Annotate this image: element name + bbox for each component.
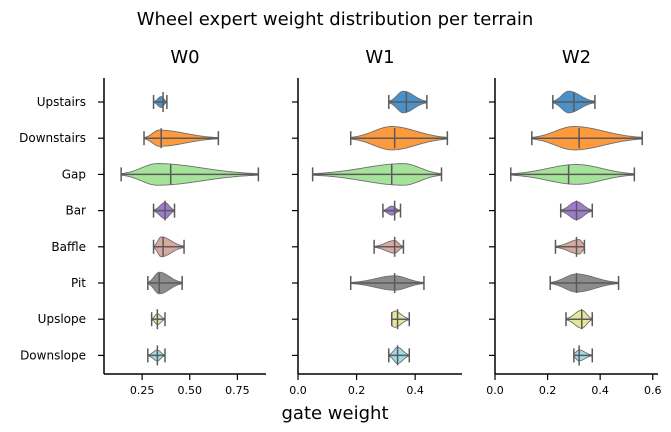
x-tick-label: 0.4 [591,384,609,397]
y-tick-label: Downstairs [19,131,86,145]
x-tick-label: 0.0 [486,384,504,397]
x-tick-label: 0.25 [130,384,155,397]
y-tick-label: Bar [65,204,86,218]
panel-title: W1 [365,47,394,68]
panel-w1: W1 0.0 0.2 0.4 [289,47,462,397]
chart-title: Wheel expert weight distribution per ter… [137,9,534,30]
x-axis-label: gate weight [282,403,389,424]
panels: W0 0.25 0.50 0.75 Upstairs Downstairs Gap Bar Ba… [19,47,661,397]
x-tick-label: 0.75 [225,384,250,397]
x-tick-label: 0.6 [644,384,662,397]
x-tick-label: 0.2 [348,384,366,397]
x-tick-label: 0.2 [539,384,557,397]
x-tick-label: 0.4 [406,384,424,397]
y-tick-label: Upstairs [37,95,86,109]
y-tick-label: Upslope [38,312,86,326]
x-tick-label: 0.50 [178,384,203,397]
panel-title: W0 [170,47,199,68]
panel-w2: W2 0.0 0.2 0.4 0.6 [486,47,661,397]
panel-w0: W0 0.25 0.50 0.75 Upstairs Downstairs Gap Bar Ba… [19,47,266,397]
y-tick-label: Baffle [51,240,86,254]
x-tick-label: 0.0 [289,384,307,397]
panel-title: W2 [562,47,591,68]
y-tick-label: Pit [71,276,86,290]
y-tick-label: Gap [62,167,86,181]
y-tick-label: Downslope [20,348,86,362]
